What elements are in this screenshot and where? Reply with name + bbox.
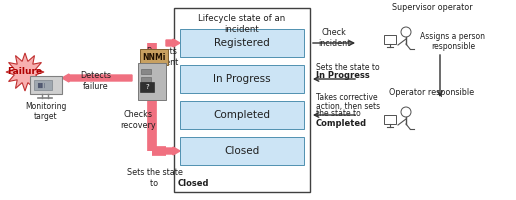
Text: Closed: Closed: [224, 146, 260, 156]
FancyArrow shape: [62, 74, 132, 82]
Text: Detects
failure: Detects failure: [80, 71, 111, 91]
FancyArrow shape: [166, 147, 180, 155]
FancyBboxPatch shape: [180, 101, 304, 129]
Text: Assigns a person
responsible: Assigns a person responsible: [421, 32, 486, 51]
Text: Sets the state
to: Sets the state to: [127, 168, 183, 188]
FancyBboxPatch shape: [34, 80, 52, 90]
Text: the state to: the state to: [316, 110, 361, 118]
FancyBboxPatch shape: [140, 49, 168, 65]
FancyBboxPatch shape: [180, 65, 304, 93]
Text: Closed: Closed: [178, 180, 209, 188]
Circle shape: [401, 107, 411, 117]
FancyBboxPatch shape: [180, 137, 304, 165]
Polygon shape: [6, 53, 44, 91]
FancyBboxPatch shape: [180, 29, 304, 57]
Text: ▊▌▏: ▊▌▏: [37, 82, 49, 88]
Text: Completed: Completed: [316, 118, 367, 128]
Circle shape: [401, 27, 411, 37]
Text: action, then sets: action, then sets: [316, 102, 380, 110]
Text: In Progress: In Progress: [213, 74, 271, 84]
FancyArrow shape: [166, 39, 180, 47]
FancyBboxPatch shape: [141, 69, 151, 74]
FancyBboxPatch shape: [384, 115, 396, 124]
Text: Takes corrective: Takes corrective: [316, 94, 378, 102]
FancyBboxPatch shape: [174, 8, 310, 192]
Text: NNMi: NNMi: [142, 52, 166, 62]
FancyBboxPatch shape: [138, 63, 166, 100]
Text: Reports
incident: Reports incident: [146, 47, 178, 67]
Text: In Progress: In Progress: [316, 71, 370, 79]
Text: Supervisor operator: Supervisor operator: [392, 3, 472, 12]
FancyBboxPatch shape: [141, 85, 151, 90]
Text: Operator responsible: Operator responsible: [390, 88, 475, 97]
Text: Check
incident: Check incident: [318, 28, 350, 48]
Text: Lifecycle state of an
incident: Lifecycle state of an incident: [198, 14, 286, 34]
Text: Checks
recovery: Checks recovery: [120, 110, 156, 130]
Text: Sets the state to: Sets the state to: [316, 64, 380, 72]
FancyBboxPatch shape: [141, 77, 151, 82]
Text: Completed: Completed: [214, 110, 270, 120]
Text: Registered: Registered: [214, 38, 270, 48]
FancyBboxPatch shape: [140, 82, 154, 92]
Text: Failure: Failure: [7, 66, 42, 75]
Text: Monitoring
target: Monitoring target: [25, 102, 67, 121]
FancyBboxPatch shape: [30, 76, 62, 94]
Text: ?: ?: [145, 84, 149, 90]
FancyBboxPatch shape: [384, 35, 396, 44]
